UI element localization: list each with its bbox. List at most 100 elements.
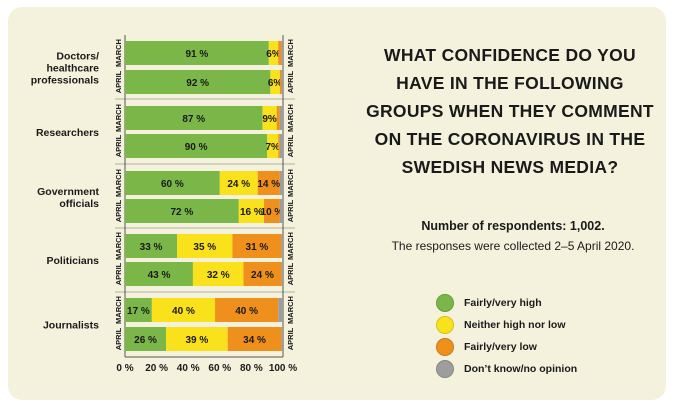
legend-item: Neither high nor low	[436, 314, 577, 336]
bar-segment	[151, 298, 216, 322]
bar-segment	[125, 106, 263, 130]
group-label: Doctors/healthcare professionals	[31, 51, 99, 87]
period-label-right: MARCH	[286, 296, 295, 324]
bar-segment	[125, 171, 220, 195]
data-label: 39 %	[185, 335, 208, 346]
legend-swatch	[436, 316, 454, 334]
bar-segment	[270, 70, 280, 94]
x-tick-label: 60 %	[208, 363, 231, 374]
period-label-left: MARCH	[114, 39, 123, 67]
x-tick-label: 100 %	[269, 363, 297, 374]
data-label: 10 %	[261, 207, 284, 218]
bar-segment	[215, 298, 279, 322]
data-label: 43 %	[148, 270, 171, 281]
bar-segment	[166, 327, 228, 351]
bar-segment	[279, 171, 283, 195]
period-label-left: MARCH	[114, 169, 123, 197]
bar-segment	[238, 199, 265, 223]
data-label: 24 %	[251, 270, 274, 281]
legend-label: Neither high nor low	[464, 319, 566, 331]
data-label: 34 %	[243, 335, 266, 346]
bar-segment	[177, 234, 233, 258]
bar-segment	[227, 327, 282, 351]
group-label: Researchers	[36, 127, 99, 139]
legend-item: Don’t know/no opinion	[436, 358, 577, 380]
legend-label: Fairly/very high	[464, 297, 542, 309]
group-label: Journalists	[43, 320, 99, 332]
bar-segment	[262, 106, 277, 130]
x-tick-label: 80 %	[240, 363, 263, 374]
chart-card: 0 % 20 % 40 % 60 % 80 % 100 % Doctors/healthca…	[8, 7, 666, 400]
chart-title: WHAT CONFIDENCE DO YOU HAVE IN THE FOLLO…	[366, 45, 654, 177]
bar-segment	[281, 70, 283, 94]
data-label: 14 %	[257, 179, 280, 190]
bar-segment	[192, 262, 244, 286]
bar-segment	[264, 199, 280, 223]
period-label-right: MARCH	[286, 39, 295, 67]
data-label: 35 %	[193, 242, 216, 253]
period-label-left: APRIL	[114, 134, 123, 157]
bar-segment	[279, 134, 283, 158]
data-label: 6%	[266, 49, 281, 60]
bar-segment	[281, 41, 283, 65]
data-label: 6%	[268, 78, 283, 89]
period-label-right: APRIL	[286, 262, 295, 285]
bar-segment	[125, 298, 152, 322]
bar-segment	[125, 262, 193, 286]
period-label-left: MARCH	[114, 232, 123, 260]
bar-segment	[279, 70, 282, 94]
data-label: 26 %	[134, 335, 157, 346]
legend-item: Fairly/very low	[436, 336, 577, 358]
respondents-note: Number of respondents: 1,002.	[421, 219, 605, 233]
period-label-right: MARCH	[286, 169, 295, 197]
data-label: 7%	[266, 142, 281, 153]
bar-segment	[279, 106, 283, 130]
bar-segment	[278, 41, 282, 65]
bar-segment	[125, 199, 239, 223]
period-label-right: MARCH	[286, 232, 295, 260]
data-label: 40 %	[172, 306, 195, 317]
data-label: 24 %	[227, 179, 250, 190]
bar-segment	[278, 134, 280, 158]
data-label: 72 %	[170, 207, 193, 218]
group-label: Politicians	[46, 255, 99, 267]
data-label: 16 %	[240, 207, 263, 218]
data-label: 91 %	[185, 49, 208, 60]
data-label: 87 %	[182, 114, 205, 125]
data-label: 32 %	[207, 270, 230, 281]
bar-segment	[281, 262, 283, 286]
bar-segment	[279, 199, 283, 223]
data-label: 90 %	[185, 142, 208, 153]
data-label: 40 %	[235, 306, 258, 317]
bar-segment	[125, 134, 268, 158]
period-label-left: APRIL	[114, 199, 123, 222]
period-label-left: MARCH	[114, 104, 123, 132]
x-tick-label: 40 %	[177, 363, 200, 374]
bar-segment	[219, 171, 258, 195]
bar-segment	[267, 134, 279, 158]
bar-segment	[125, 41, 269, 65]
legend-label: Don’t know/no opinion	[464, 363, 578, 375]
bar-segment	[281, 234, 283, 258]
group-label: Government officials	[37, 186, 99, 210]
period-label-left: APRIL	[114, 70, 123, 93]
data-label: 60 %	[161, 179, 184, 190]
data-label: 92 %	[186, 78, 209, 89]
period-label-right: APRIL	[286, 327, 295, 350]
bar-segment	[125, 234, 178, 258]
bar-segment	[276, 106, 280, 130]
period-label-right: APRIL	[286, 199, 295, 222]
data-label: 17 %	[127, 306, 150, 317]
x-tick-label: 20 %	[145, 363, 168, 374]
bar-segment	[281, 327, 283, 351]
legend-item: Fairly/very high	[436, 292, 577, 314]
period-label-left: APRIL	[114, 262, 123, 285]
period-label-right: APRIL	[286, 134, 295, 157]
period-label-left: APRIL	[114, 327, 123, 350]
legend-swatch	[436, 360, 454, 378]
data-label: 33 %	[140, 242, 163, 253]
legend-swatch	[436, 294, 454, 312]
period-label-right: APRIL	[286, 70, 295, 93]
period-label-right: MARCH	[286, 104, 295, 132]
period-label-left: MARCH	[114, 296, 123, 324]
